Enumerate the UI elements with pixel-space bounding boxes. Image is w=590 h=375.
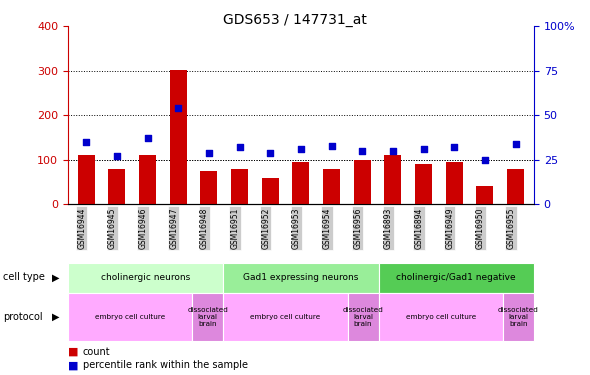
Text: cholinergic/Gad1 negative: cholinergic/Gad1 negative xyxy=(396,273,516,282)
Point xyxy=(204,150,214,156)
Text: ■: ■ xyxy=(68,360,78,370)
Text: cholinergic neurons: cholinergic neurons xyxy=(101,273,190,282)
Text: cell type: cell type xyxy=(3,273,45,282)
Text: ■: ■ xyxy=(68,347,78,357)
Point xyxy=(266,150,275,156)
Text: GSM16947: GSM16947 xyxy=(169,207,178,249)
Text: GSM16954: GSM16954 xyxy=(323,207,332,249)
Text: GSM16955: GSM16955 xyxy=(507,207,516,249)
Text: GDS653 / 147731_at: GDS653 / 147731_at xyxy=(223,13,367,27)
Text: GSM16953: GSM16953 xyxy=(292,207,301,249)
Text: GSM16893: GSM16893 xyxy=(384,207,393,249)
Point xyxy=(81,139,91,145)
Text: GSM16894: GSM16894 xyxy=(415,207,424,249)
Text: percentile rank within the sample: percentile rank within the sample xyxy=(83,360,248,370)
Point xyxy=(235,144,244,150)
Text: GSM16949: GSM16949 xyxy=(445,207,454,249)
Bar xyxy=(262,178,278,204)
Point xyxy=(358,148,367,154)
FancyBboxPatch shape xyxy=(68,262,223,292)
FancyBboxPatch shape xyxy=(348,292,379,341)
Text: GSM16956: GSM16956 xyxy=(353,207,362,249)
Point xyxy=(388,148,398,154)
FancyBboxPatch shape xyxy=(223,262,379,292)
Point xyxy=(296,146,306,152)
Point xyxy=(450,144,459,150)
Text: ▶: ▶ xyxy=(51,312,59,322)
Point xyxy=(480,157,490,163)
FancyBboxPatch shape xyxy=(379,292,503,341)
Text: GSM16944: GSM16944 xyxy=(77,207,86,249)
Text: count: count xyxy=(83,347,110,357)
Bar xyxy=(477,186,493,204)
FancyBboxPatch shape xyxy=(223,292,348,341)
Point xyxy=(511,141,520,147)
Point xyxy=(173,105,183,111)
Point xyxy=(327,142,336,148)
Text: dissociated
larval
brain: dissociated larval brain xyxy=(498,307,539,327)
Bar xyxy=(293,162,309,204)
Bar xyxy=(507,169,524,204)
Text: GSM16948: GSM16948 xyxy=(200,207,209,249)
Text: GSM16951: GSM16951 xyxy=(231,207,240,249)
Text: GSM16945: GSM16945 xyxy=(108,207,117,249)
FancyBboxPatch shape xyxy=(503,292,534,341)
Bar xyxy=(139,155,156,204)
Text: GSM16950: GSM16950 xyxy=(476,207,485,249)
Text: embryo cell culture: embryo cell culture xyxy=(95,314,165,320)
Text: embryo cell culture: embryo cell culture xyxy=(405,314,476,320)
Text: dissociated
larval
brain: dissociated larval brain xyxy=(343,307,384,327)
Bar xyxy=(170,70,186,204)
Bar xyxy=(446,162,463,204)
Text: GSM16946: GSM16946 xyxy=(139,207,148,249)
Text: dissociated
larval
brain: dissociated larval brain xyxy=(187,307,228,327)
Bar xyxy=(201,171,217,204)
Text: GSM16952: GSM16952 xyxy=(261,207,270,249)
Bar xyxy=(231,169,248,204)
FancyBboxPatch shape xyxy=(68,292,192,341)
Bar xyxy=(385,155,401,204)
Bar xyxy=(415,164,432,204)
Point xyxy=(112,153,122,159)
FancyBboxPatch shape xyxy=(379,262,534,292)
Bar xyxy=(78,155,94,204)
Text: embryo cell culture: embryo cell culture xyxy=(250,314,320,320)
Text: protocol: protocol xyxy=(3,312,42,322)
Bar xyxy=(109,169,125,204)
Text: Gad1 expressing neurons: Gad1 expressing neurons xyxy=(243,273,359,282)
Bar xyxy=(323,169,340,204)
FancyBboxPatch shape xyxy=(192,292,223,341)
Text: ▶: ▶ xyxy=(51,273,59,282)
Bar xyxy=(354,160,371,204)
Point xyxy=(419,146,428,152)
Point xyxy=(143,135,152,141)
